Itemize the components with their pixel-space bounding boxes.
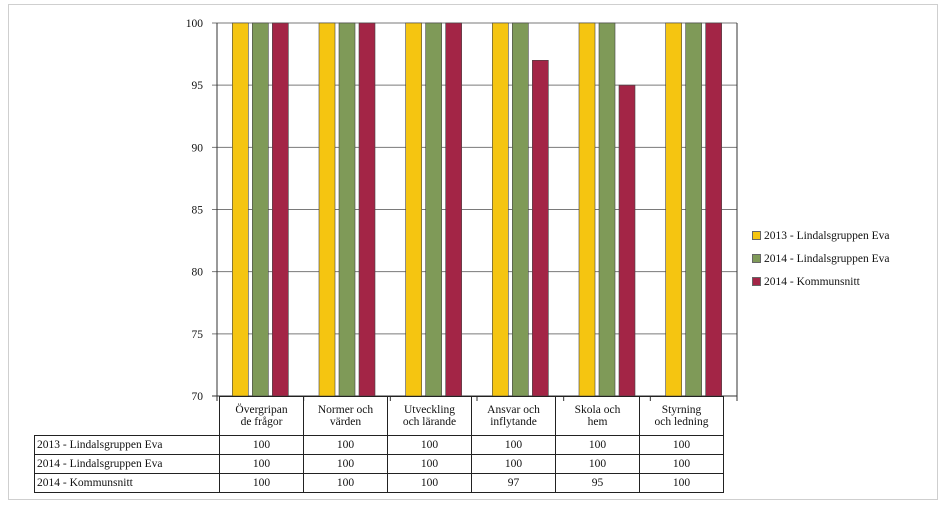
table-cell: 100 xyxy=(639,454,724,474)
bar xyxy=(338,22,356,397)
table-header-cell: Styrning och ledning xyxy=(639,396,724,436)
bar xyxy=(318,22,336,397)
table-row-label: 2013 - Lindalsgruppen Eva xyxy=(34,435,220,455)
table-header-cell: Övergripan de frågor xyxy=(219,396,304,436)
bar xyxy=(252,22,269,397)
bar xyxy=(532,59,549,397)
legend-label: 2014 - Kommunsnitt xyxy=(764,275,860,288)
table-cell: 100 xyxy=(471,435,556,455)
table-header-cell: Ansvar och inflytande xyxy=(471,396,556,436)
table-cell: 100 xyxy=(639,435,724,455)
table-cell: 100 xyxy=(387,435,472,455)
legend: 2013 - Lindalsgruppen Eva 2014 - Lindals… xyxy=(752,224,890,293)
bar xyxy=(272,22,289,397)
table-cell: 100 xyxy=(219,473,304,493)
table-row-label: 2014 - Lindalsgruppen Eva xyxy=(34,454,220,474)
table-row: 2014 - Kommunsnitt 100 100 100 97 95 100 xyxy=(34,473,724,493)
bar xyxy=(445,22,462,397)
table-cell: 100 xyxy=(303,473,388,493)
table-header-cell: Skola och hem xyxy=(555,396,640,436)
bar xyxy=(425,22,442,397)
table-header-cell: Utveckling och lärande xyxy=(387,396,472,436)
table-cell: 100 xyxy=(219,435,304,455)
legend-swatch-2014-eva xyxy=(752,254,761,263)
legend-swatch-2013-eva xyxy=(752,231,761,240)
bar xyxy=(405,22,422,397)
legend-label: 2013 - Lindalsgruppen Eva xyxy=(764,229,890,242)
table-cell: 97 xyxy=(471,473,556,493)
table-header-cell: Normer och värden xyxy=(303,396,388,436)
table-corner xyxy=(34,396,220,436)
table-cell: 100 xyxy=(303,454,388,474)
table-row-label: 2014 - Kommunsnitt xyxy=(34,473,220,493)
bar xyxy=(232,22,249,397)
table-cell: 100 xyxy=(471,454,556,474)
table-cell: 100 xyxy=(555,454,640,474)
y-tick-label: 75 xyxy=(192,329,204,341)
bar xyxy=(358,22,376,397)
table-cell: 100 xyxy=(387,473,472,493)
table-cell: 100 xyxy=(639,473,724,493)
bar xyxy=(618,84,636,397)
legend-swatch-2014-kommun xyxy=(752,277,761,286)
table-header-row: Övergripan de frågor Normer och värden Utv… xyxy=(34,396,724,436)
legend-item-2013-eva: 2013 - Lindalsgruppen Eva xyxy=(752,224,890,247)
bar xyxy=(492,22,509,397)
bar xyxy=(598,22,616,397)
y-tick-label: 100 xyxy=(186,18,204,30)
legend-label: 2014 - Lindalsgruppen Eva xyxy=(764,252,890,265)
y-tick-label: 80 xyxy=(192,267,204,279)
bar xyxy=(665,22,682,397)
table-row: 2013 - Lindalsgruppen Eva 100 100 100 10… xyxy=(34,435,724,455)
table-cell: 100 xyxy=(219,454,304,474)
legend-item-2014-eva: 2014 - Lindalsgruppen Eva xyxy=(752,247,890,270)
y-tick-label: 85 xyxy=(192,205,204,217)
bar xyxy=(512,22,529,397)
table-cell: 95 xyxy=(555,473,640,493)
bar xyxy=(685,22,702,397)
bar xyxy=(705,22,722,397)
legend-item-2014-kommun: 2014 - Kommunsnitt xyxy=(752,270,890,293)
data-table: Övergripan de frågor Normer och värden Utv… xyxy=(34,396,724,493)
bar xyxy=(578,22,596,397)
table-cell: 100 xyxy=(387,454,472,474)
table-cell: 100 xyxy=(555,435,640,455)
y-tick-label: 90 xyxy=(192,142,204,154)
y-tick-label: 95 xyxy=(192,80,204,92)
table-row: 2014 - Lindalsgruppen Eva 100 100 100 10… xyxy=(34,454,724,474)
table-cell: 100 xyxy=(303,435,388,455)
